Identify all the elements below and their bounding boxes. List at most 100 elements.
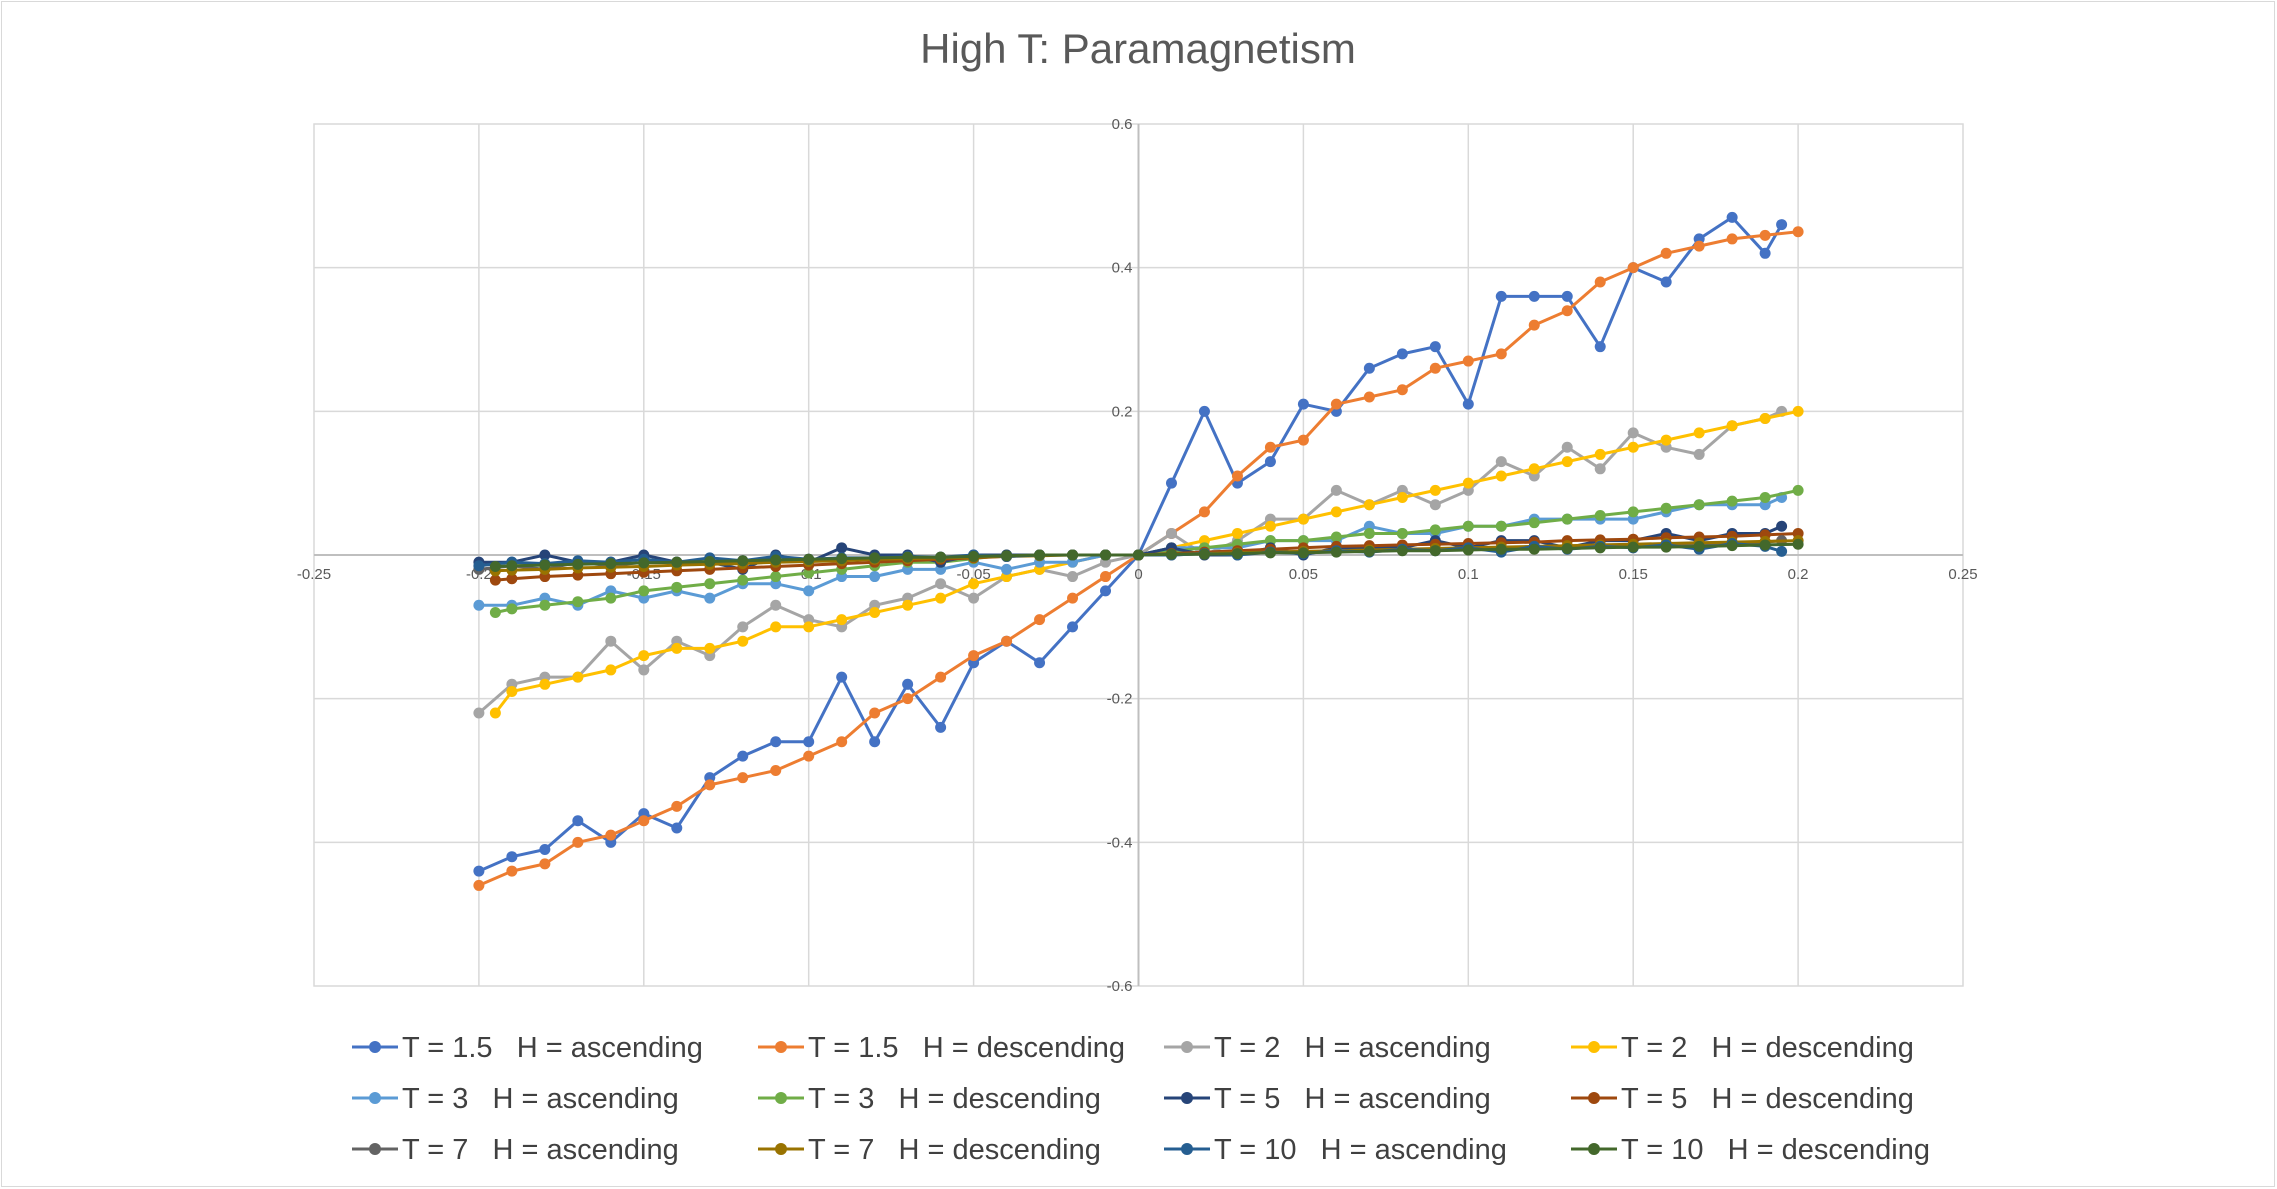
data-point [638,664,650,676]
legend-marker [1181,1041,1193,1053]
data-point [506,685,518,697]
x-tick-label: 0.2 [1788,566,1809,583]
legend-marker [775,1041,787,1053]
data-point [1561,290,1573,302]
data-point [1165,477,1177,489]
data-point [638,650,650,662]
data-point [1759,539,1771,551]
data-point [704,592,716,604]
legend-label: T = 7 H = ascending [402,1134,679,1166]
data-point [1067,571,1079,583]
data-point [902,599,914,611]
data-point [638,815,650,827]
x-tick-label: -0.25 [297,566,331,583]
data-point [1462,520,1474,532]
data-point [1429,484,1441,496]
data-point [489,574,501,586]
data-point [1264,441,1276,453]
data-point [1693,499,1705,511]
legend-label: T = 1.5 H = descending [808,1032,1125,1064]
data-point [869,707,881,719]
data-point [489,707,501,719]
legend-marker [775,1092,787,1104]
data-point [1231,548,1243,560]
legend-item: T = 2 H = ascending [1164,1032,1491,1064]
legend-label: T = 5 H = descending [1621,1083,1914,1115]
legend-item: T = 7 H = ascending [352,1134,679,1166]
data-point [1462,355,1474,367]
data-point [1627,541,1639,553]
data-point [1660,434,1672,446]
data-point [638,557,650,569]
legend-label: T = 2 H = descending [1621,1032,1914,1064]
data-point [803,567,815,579]
data-point [605,829,617,841]
data-point [1726,211,1738,223]
data-point [902,551,914,563]
data-point [1264,520,1276,532]
data-point [1198,548,1210,560]
data-point [1759,247,1771,259]
data-point [1693,540,1705,552]
data-point [869,571,881,583]
data-point [1297,434,1309,446]
data-point [1693,240,1705,252]
data-point [935,671,947,683]
data-point [473,599,485,611]
data-point [1594,276,1606,288]
data-point [1396,492,1408,504]
data-point [1231,527,1243,539]
y-tick-label: -0.2 [1107,691,1133,708]
data-point [1297,513,1309,525]
data-point [836,553,848,565]
data-point [737,635,749,647]
data-point [935,578,947,590]
data-point [1495,290,1507,302]
legend-item: T = 1.5 H = ascending [352,1032,703,1064]
data-point [1792,405,1804,417]
plot-area: -0.25-0.2-0.15-0.1-0.0500.050.10.150.20.… [297,116,1978,995]
data-point [935,592,947,604]
legend-marker [1181,1092,1193,1104]
data-point [1363,499,1375,511]
data-point [968,592,980,604]
legend-item: T = 2 H = descending [1571,1032,1914,1064]
data-point [1462,477,1474,489]
data-point [1594,463,1606,475]
data-point [1001,635,1013,647]
data-point [1363,362,1375,374]
y-tick-label: 0.2 [1112,403,1133,420]
data-point [539,549,551,561]
data-point [1759,413,1771,425]
data-point [539,858,551,870]
data-point [1726,420,1738,432]
data-point [1396,545,1408,557]
data-point [1660,276,1672,288]
data-point [803,553,815,565]
data-point [836,614,848,626]
data-point [506,865,518,877]
data-point [902,693,914,705]
data-point [770,599,782,611]
legend-label: T = 5 H = ascending [1214,1083,1491,1115]
data-point [1561,456,1573,468]
data-point [869,736,881,748]
data-point [1330,531,1342,543]
data-point [1429,524,1441,536]
data-point [968,578,980,590]
x-tick-label: 0.15 [1619,566,1648,583]
legend-marker [1588,1092,1600,1104]
legend-label: T = 10 H = descending [1621,1134,1930,1166]
data-point [572,596,584,608]
data-point [1627,441,1639,453]
legend-item: T = 5 H = descending [1571,1083,1914,1115]
data-point [1396,527,1408,539]
data-point [572,671,584,683]
legend-item: T = 1.5 H = descending [758,1032,1125,1064]
legend-marker [1588,1143,1600,1155]
data-point [671,642,683,654]
data-point [1231,470,1243,482]
data-point [1462,398,1474,410]
data-point [1528,290,1540,302]
